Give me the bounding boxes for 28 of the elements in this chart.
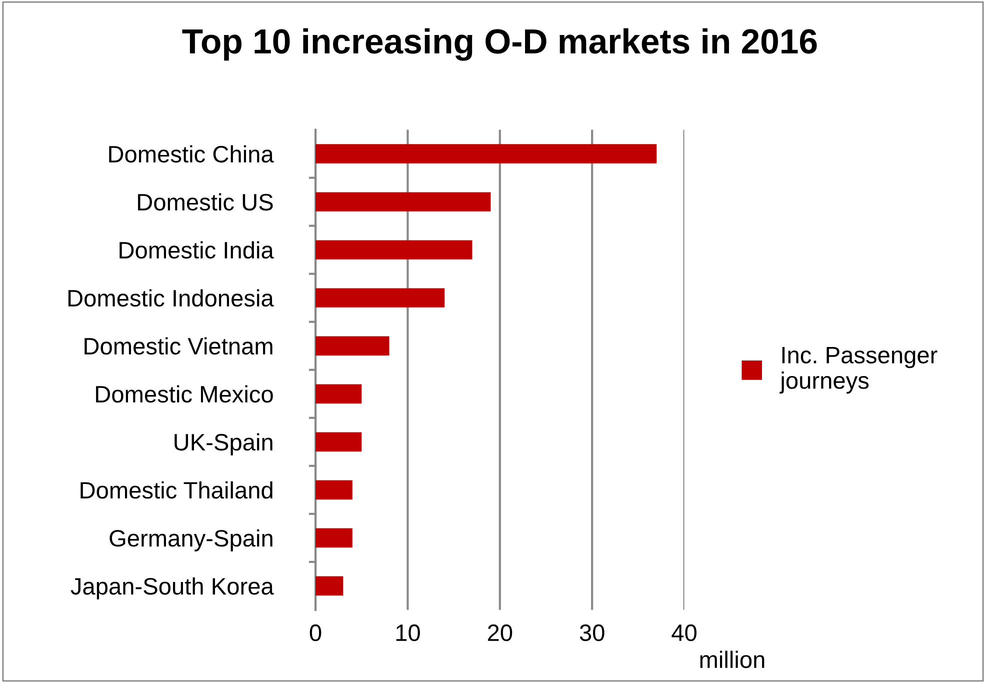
x-tick-label: 10	[396, 624, 420, 642]
bar	[316, 144, 657, 164]
y-tick-label: Japan-South Korea	[70, 577, 274, 600]
bar	[316, 240, 472, 260]
bar	[316, 192, 491, 212]
y-tick-label: Domestic US	[138, 193, 273, 211]
bar	[316, 288, 445, 308]
y-tick-label: Domestic Mexico	[96, 385, 273, 403]
x-tick-label: 20	[488, 624, 512, 642]
y-tick-label: Domestic Thailand	[80, 481, 272, 499]
x-tick-label: 40	[672, 624, 696, 642]
bar	[316, 432, 362, 452]
legend-label: Inc. Passenger journeys	[780, 346, 938, 394]
chart-title: Top 10 increasing O-D markets in 2016	[182, 28, 817, 61]
y-tick-label: Domestic Indonesia	[68, 289, 274, 307]
x-axis-title: million	[700, 650, 764, 668]
y-tick-label: UK-Spain	[174, 433, 272, 456]
bar	[316, 576, 344, 596]
bar	[316, 528, 352, 548]
y-tick-label: Domestic China	[109, 145, 274, 163]
bar	[316, 384, 362, 404]
bar	[316, 480, 352, 500]
bar	[316, 336, 390, 356]
y-tick-label: Germany-Spain	[110, 529, 272, 552]
x-tick-label: 0	[310, 624, 322, 642]
y-tick-label: Domestic India	[120, 241, 274, 259]
y-tick-label: Domestic Vietnam	[84, 337, 272, 355]
x-tick-label: 30	[580, 624, 604, 642]
